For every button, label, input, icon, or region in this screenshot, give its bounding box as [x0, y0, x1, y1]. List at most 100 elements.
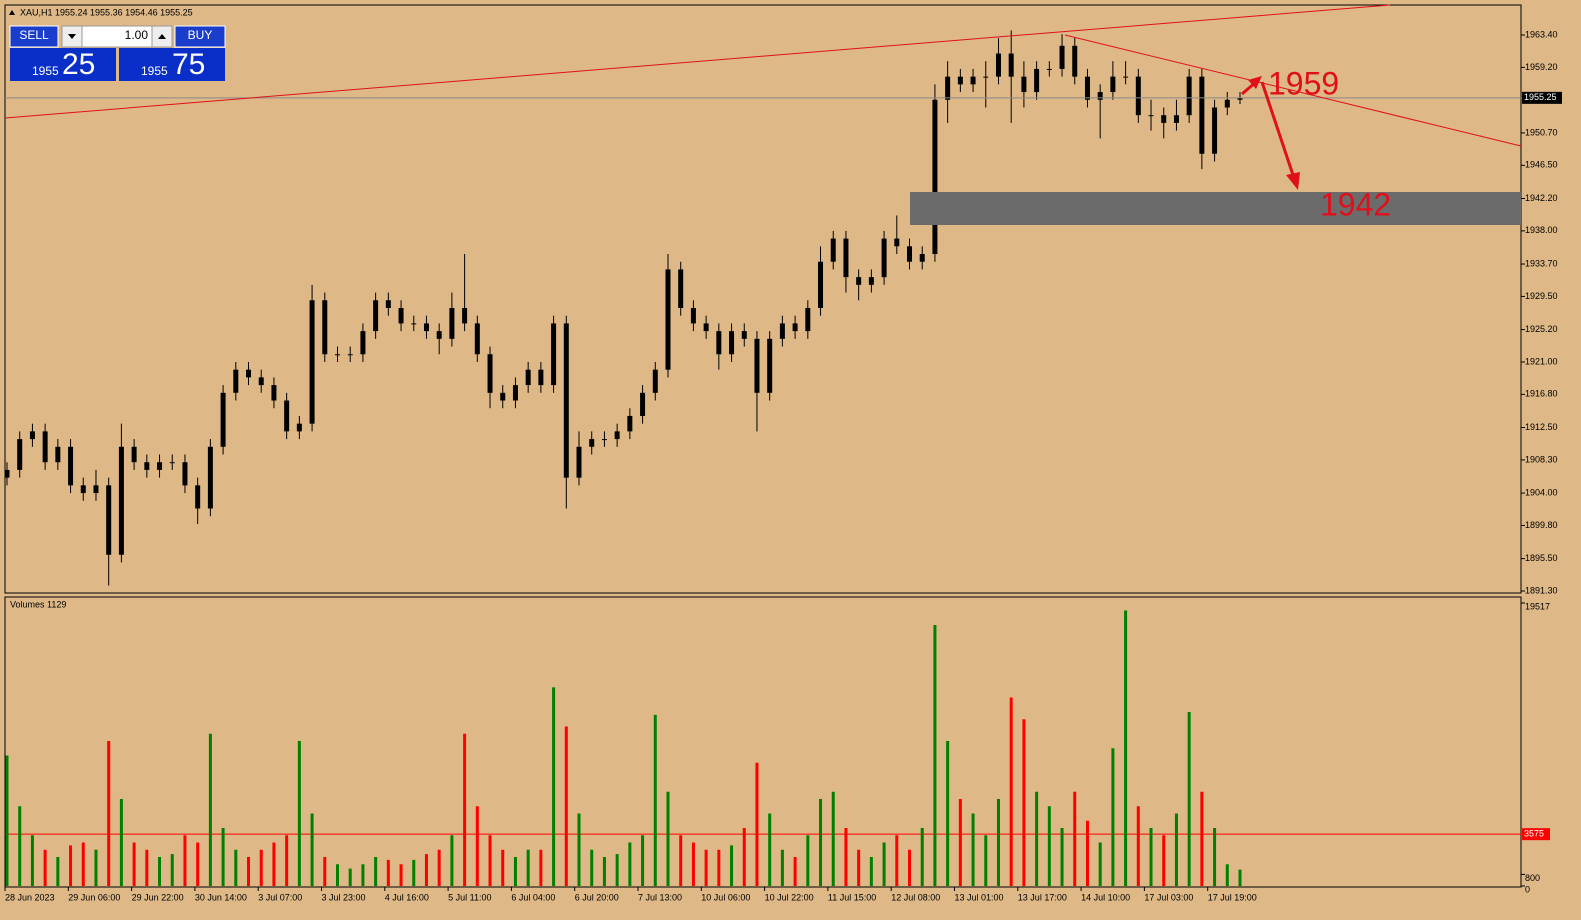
- arrow: [1260, 81, 1296, 179]
- x-tick-label: 3 Jul 07:00: [258, 892, 302, 902]
- y-tick-label: 1938.00: [1525, 225, 1558, 235]
- candle-body: [1110, 76, 1116, 93]
- volume-bar: [424, 854, 428, 886]
- volume-bar: [806, 835, 810, 886]
- sell-button[interactable]: [9, 25, 59, 48]
- candle-body: [665, 269, 671, 370]
- candle-body: [640, 392, 646, 416]
- volume-bar: [69, 845, 73, 886]
- volume-bar: [730, 845, 734, 886]
- candle-body: [830, 238, 836, 262]
- volume-bar: [996, 798, 1000, 886]
- y-tick-label: 1916.80: [1525, 389, 1558, 399]
- buy-button[interactable]: [174, 25, 226, 48]
- candle-body: [1021, 76, 1027, 93]
- candle-body: [1224, 99, 1230, 108]
- candle-body: [1008, 53, 1014, 77]
- header-icon: [9, 10, 15, 15]
- volume-bar: [882, 842, 886, 886]
- volume-bar: [971, 813, 975, 886]
- candle-body: [462, 307, 468, 324]
- candle-body: [1097, 92, 1103, 100]
- candle-body: [907, 246, 913, 262]
- candle-body: [805, 307, 811, 332]
- volume-bar: [348, 868, 352, 886]
- volume-bar: [259, 849, 263, 886]
- candle-body: [843, 238, 849, 278]
- candle-body: [1237, 97, 1243, 100]
- volume-bar: [488, 835, 492, 886]
- candle-body: [1123, 76, 1129, 78]
- candle-body: [1072, 45, 1078, 77]
- volume-bar: [56, 856, 60, 886]
- volume-bar: [1136, 806, 1140, 886]
- volume-bar: [5, 755, 9, 886]
- volume-bar: [310, 813, 314, 886]
- y-tick-label: 800: [1525, 873, 1540, 883]
- y-tick-label: 1925.20: [1525, 324, 1558, 334]
- candle-body: [436, 331, 442, 339]
- volume-bar: [43, 849, 47, 886]
- candle-body: [690, 307, 696, 324]
- candle-body: [1059, 45, 1065, 69]
- candle-body: [246, 369, 252, 378]
- y-tick-label: 1959.20: [1525, 62, 1558, 72]
- x-tick-label: 6 Jul 04:00: [511, 892, 555, 902]
- volume-bar: [895, 835, 899, 886]
- annotation: 1959: [1268, 65, 1339, 101]
- x-tick-label: 13 Jul 17:00: [1018, 892, 1067, 902]
- candle-body: [1046, 68, 1052, 70]
- candle-body: [17, 439, 23, 470]
- ask-box[interactable]: [119, 48, 225, 81]
- candle-body: [881, 238, 887, 278]
- candle-body: [55, 446, 61, 463]
- volume-bar: [933, 624, 937, 886]
- x-tick-label: 3 Jul 23:00: [322, 892, 366, 902]
- y-tick-label: 1912.50: [1525, 422, 1558, 432]
- volume-bar: [272, 842, 276, 886]
- candle-body: [945, 76, 951, 100]
- volume-bar: [463, 733, 467, 886]
- candle-body: [373, 300, 379, 332]
- candle-body: [525, 369, 531, 386]
- candle-body: [195, 485, 201, 509]
- volume-bar: [412, 859, 416, 886]
- candle-body: [703, 323, 709, 332]
- volume-bar: [539, 849, 543, 886]
- volume-bar: [1225, 864, 1229, 886]
- y-tick-label: 1963.40: [1525, 29, 1558, 39]
- y-tick-label: 1899.80: [1525, 520, 1558, 530]
- y-tick-label: 1950.70: [1525, 127, 1558, 137]
- volume-bar: [717, 849, 721, 886]
- volume-bar: [1085, 820, 1089, 886]
- x-tick-label: 14 Jul 10:00: [1081, 892, 1130, 902]
- buy-label: BUY: [188, 28, 213, 42]
- volume-bar: [1174, 813, 1178, 886]
- candle-body: [360, 331, 366, 355]
- candle-body: [207, 446, 213, 509]
- volume-bar: [577, 813, 581, 886]
- candle-body: [970, 76, 976, 85]
- y-tick-label: 1891.30: [1525, 585, 1558, 595]
- volume-bar: [170, 854, 174, 886]
- volume-bar: [450, 835, 454, 886]
- volume-bar: [691, 842, 695, 886]
- candle-body: [983, 76, 989, 78]
- candle-body: [411, 323, 417, 325]
- volume-bar: [666, 791, 670, 886]
- candle-body: [1173, 115, 1179, 123]
- candle-body: [385, 300, 391, 308]
- volume-bar: [1009, 697, 1013, 886]
- volume-bar: [475, 806, 479, 886]
- volume-bar: [1035, 791, 1039, 886]
- volume-bar: [679, 835, 683, 886]
- bid-box[interactable]: [10, 48, 116, 81]
- candle-body: [449, 307, 455, 339]
- x-tick-label: 28 Jun 2023: [5, 892, 55, 902]
- y-tick-label: 0: [1525, 884, 1530, 894]
- volume-bar: [145, 849, 149, 886]
- x-tick-label: 17 Jul 03:00: [1144, 892, 1193, 902]
- y-tick-label: 1904.00: [1525, 487, 1558, 497]
- x-tick-label: 30 Jun 14:00: [195, 892, 247, 902]
- annotation: 1942: [1320, 186, 1391, 222]
